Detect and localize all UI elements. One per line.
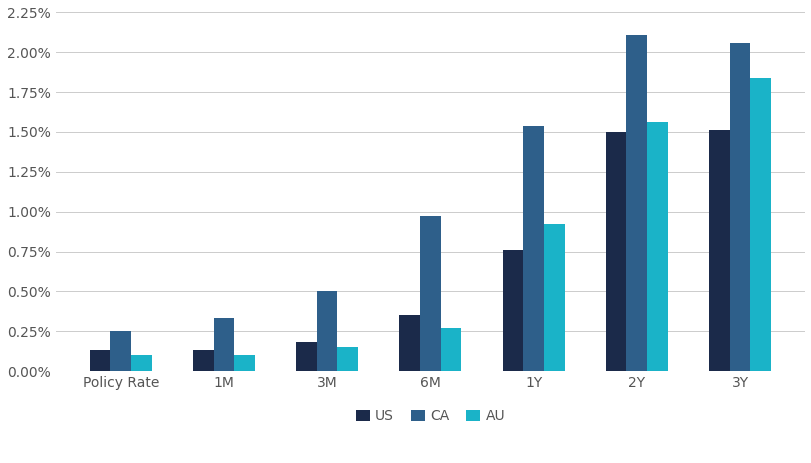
Bar bbox=[399, 315, 419, 371]
Legend: US, CA, AU: US, CA, AU bbox=[350, 404, 510, 429]
Bar bbox=[419, 216, 440, 371]
Bar bbox=[234, 355, 255, 371]
Bar bbox=[316, 291, 337, 371]
Bar bbox=[729, 43, 749, 371]
Bar bbox=[90, 350, 110, 371]
Bar bbox=[193, 350, 213, 371]
Bar bbox=[110, 331, 131, 371]
Bar bbox=[522, 125, 543, 371]
Bar bbox=[213, 319, 234, 371]
Bar bbox=[502, 250, 522, 371]
Bar bbox=[605, 132, 626, 371]
Bar bbox=[646, 122, 667, 371]
Bar bbox=[440, 328, 461, 371]
Bar bbox=[296, 342, 316, 371]
Bar bbox=[749, 78, 770, 371]
Bar bbox=[626, 35, 646, 371]
Bar bbox=[708, 131, 729, 371]
Bar bbox=[337, 347, 358, 371]
Bar bbox=[131, 355, 152, 371]
Bar bbox=[543, 225, 564, 371]
